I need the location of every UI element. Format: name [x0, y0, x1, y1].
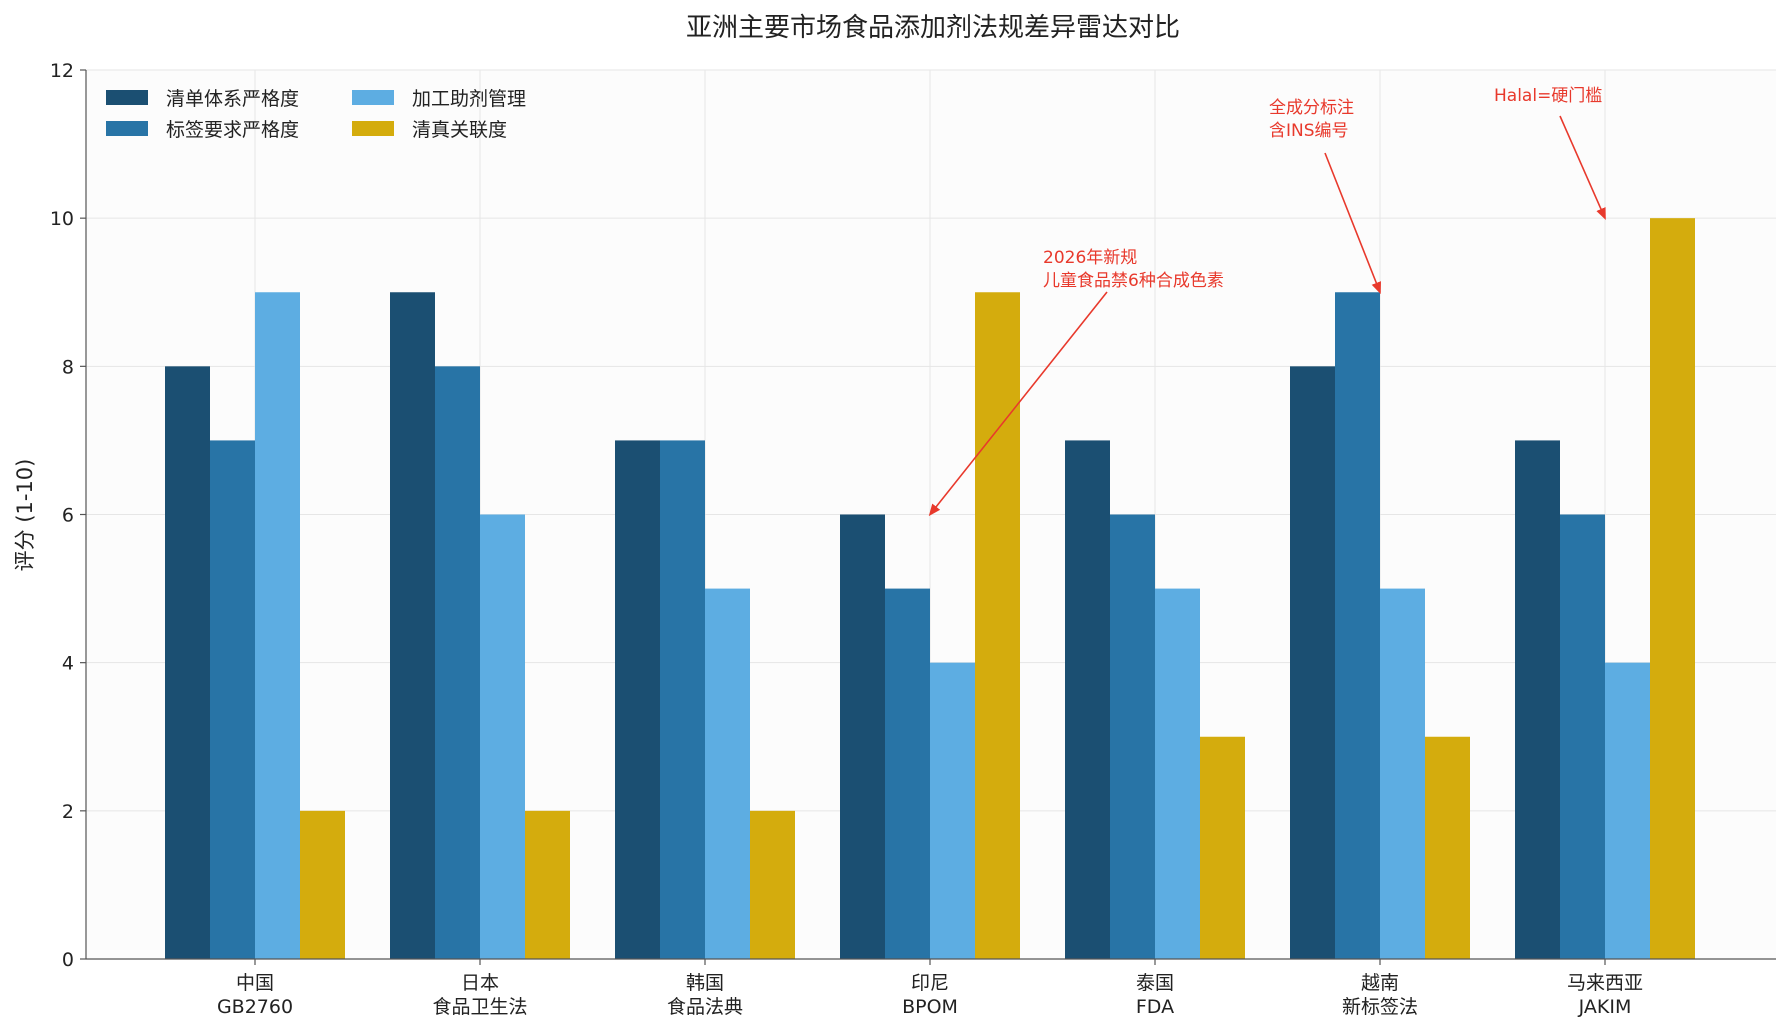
bar-series-2-category-3	[660, 440, 705, 960]
bar-series-3-category-7	[1605, 662, 1650, 959]
legend-swatch	[106, 90, 148, 105]
bar-series-4-category-7	[1650, 218, 1695, 959]
x-tick-label: FDA	[1136, 996, 1174, 1018]
bar-series-4-category-4	[975, 292, 1020, 959]
bar-series-2-category-6	[1335, 292, 1380, 959]
x-tick-label: BPOM	[902, 996, 958, 1018]
bar-series-2-category-7	[1560, 514, 1605, 959]
chart-title: 亚洲主要市场食品添加剂法规差异雷达对比	[686, 13, 1180, 43]
bar-series-2-category-4	[885, 588, 930, 959]
y-axis-label: 评分 (1-10)	[13, 459, 37, 572]
y-tick-label: 10	[50, 208, 74, 230]
annotation-text: 全成分标注	[1269, 98, 1354, 118]
x-tick-label: 日本	[461, 972, 499, 994]
x-tick-label: 中国	[236, 972, 274, 994]
bar-series-1-category-7	[1515, 440, 1560, 960]
x-tick-label: 泰国	[1136, 972, 1174, 994]
bar-series-3-category-4	[930, 662, 975, 959]
bar-series-2-category-5	[1110, 514, 1155, 959]
x-tick-label: 食品法典	[667, 996, 743, 1018]
bar-series-3-category-5	[1155, 588, 1200, 959]
bar-series-4-category-2	[525, 810, 570, 959]
legend-label: 加工助剂管理	[412, 88, 526, 110]
bar-series-1-category-1	[165, 366, 210, 959]
x-tick-label: 马来西亚	[1567, 972, 1643, 994]
legend-label: 标签要求严格度	[166, 119, 299, 141]
bar-series-3-category-3	[705, 588, 750, 959]
y-tick-label: 4	[62, 653, 74, 675]
bar-series-1-category-6	[1290, 366, 1335, 959]
y-tick-label: 0	[62, 949, 74, 971]
annotation-text: 含INS编号	[1269, 121, 1349, 141]
bar-series-1-category-4	[840, 514, 885, 959]
legend-swatch	[352, 90, 394, 105]
annotation-arrow	[1324, 152, 1381, 295]
annotation-arrow	[928, 291, 1108, 517]
x-tick-label: 印尼	[911, 972, 949, 994]
annotation-arrow	[1559, 115, 1606, 220]
y-tick-label: 2	[62, 801, 74, 823]
y-tick-label: 8	[62, 356, 74, 378]
bar-series-3-category-6	[1380, 588, 1425, 959]
bar-series-4-category-5	[1200, 736, 1245, 959]
legend-label: 清真关联度	[412, 119, 507, 141]
bar-series-4-category-1	[300, 810, 345, 959]
y-tick-label: 12	[50, 60, 74, 82]
x-tick-label: JAKIM	[1578, 996, 1632, 1018]
x-tick-label: GB2760	[217, 996, 293, 1018]
x-tick-label: 食品卫生法	[432, 996, 527, 1018]
annotation-text: Halal=硬门槛	[1494, 86, 1602, 106]
bar-series-4-category-3	[750, 810, 795, 959]
legend-swatch	[352, 121, 394, 136]
y-tick-label: 6	[62, 505, 74, 527]
legend-label: 清单体系严格度	[166, 88, 299, 110]
bar-series-1-category-3	[615, 440, 660, 960]
bar-series-2-category-1	[210, 440, 255, 960]
bar-series-3-category-1	[255, 292, 300, 959]
bars-layer	[165, 218, 1695, 960]
x-tick-label: 韩国	[686, 972, 724, 994]
bar-series-1-category-5	[1065, 440, 1110, 960]
bar-series-2-category-2	[435, 366, 480, 959]
bar-series-3-category-2	[480, 514, 525, 959]
legend-swatch	[106, 121, 148, 136]
annotation-text: 2026年新规	[1043, 248, 1137, 268]
bar-series-1-category-2	[390, 292, 435, 959]
x-tick-label: 新标签法	[1342, 996, 1418, 1018]
bar-series-4-category-6	[1425, 736, 1470, 959]
annotation-text: 儿童食品禁6种合成色素	[1043, 271, 1224, 291]
x-tick-label: 越南	[1361, 972, 1399, 994]
